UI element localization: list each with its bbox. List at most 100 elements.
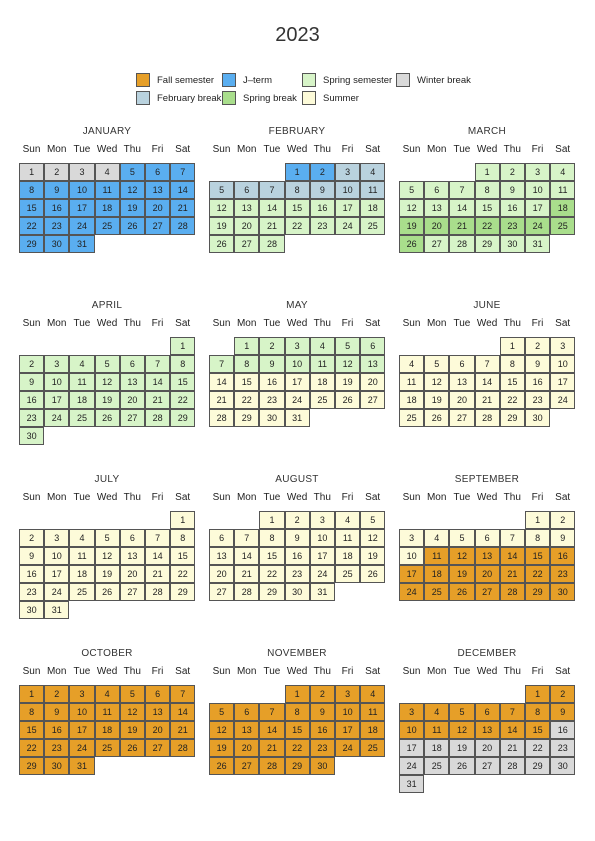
day-cell[interactable]: 25 <box>550 217 576 235</box>
day-cell[interactable]: 29 <box>234 409 260 427</box>
day-cell[interactable]: 30 <box>550 757 576 775</box>
day-cell[interactable]: 2 <box>309 685 335 703</box>
day-cell[interactable]: 25 <box>69 409 95 427</box>
day-cell[interactable]: 13 <box>474 721 500 739</box>
day-cell[interactable]: 3 <box>309 511 335 529</box>
day-cell[interactable]: 24 <box>69 217 95 235</box>
day-cell[interactable]: 14 <box>145 373 171 391</box>
day-cell[interactable]: 12 <box>449 547 475 565</box>
day-cell[interactable]: 24 <box>69 739 95 757</box>
day-cell[interactable]: 26 <box>399 235 425 253</box>
day-cell[interactable]: 11 <box>550 181 576 199</box>
day-cell[interactable]: 19 <box>360 547 386 565</box>
day-cell[interactable]: 5 <box>94 355 120 373</box>
day-cell[interactable]: 2 <box>309 163 335 181</box>
day-cell[interactable]: 3 <box>550 337 576 355</box>
day-cell[interactable]: 8 <box>284 703 310 721</box>
day-cell[interactable]: 11 <box>94 181 120 199</box>
day-cell[interactable]: 29 <box>499 409 525 427</box>
day-cell[interactable]: 6 <box>145 685 171 703</box>
day-cell[interactable]: 20 <box>209 565 235 583</box>
day-cell[interactable]: 9 <box>259 355 285 373</box>
day-cell[interactable]: 5 <box>119 685 145 703</box>
day-cell[interactable]: 30 <box>19 601 45 619</box>
day-cell[interactable]: 5 <box>94 529 120 547</box>
day-cell[interactable]: 19 <box>119 199 145 217</box>
day-cell[interactable]: 20 <box>424 217 450 235</box>
day-cell[interactable]: 8 <box>170 529 196 547</box>
day-cell[interactable]: 11 <box>69 547 95 565</box>
day-cell[interactable]: 22 <box>259 565 285 583</box>
day-cell[interactable]: 15 <box>19 721 45 739</box>
day-cell[interactable]: 13 <box>119 547 145 565</box>
day-cell[interactable]: 26 <box>94 409 120 427</box>
day-cell[interactable]: 3 <box>399 703 425 721</box>
day-cell[interactable]: 9 <box>19 547 45 565</box>
day-cell[interactable]: 5 <box>449 703 475 721</box>
day-cell[interactable]: 6 <box>360 337 386 355</box>
day-cell[interactable]: 4 <box>550 163 576 181</box>
day-cell[interactable]: 15 <box>170 373 196 391</box>
day-cell[interactable]: 17 <box>335 721 361 739</box>
day-cell[interactable]: 10 <box>335 181 361 199</box>
day-cell[interactable]: 10 <box>399 547 425 565</box>
day-cell[interactable]: 17 <box>335 199 361 217</box>
day-cell[interactable]: 5 <box>119 163 145 181</box>
day-cell[interactable]: 2 <box>284 511 310 529</box>
day-cell[interactable]: 22 <box>234 391 260 409</box>
day-cell[interactable]: 9 <box>550 703 576 721</box>
day-cell[interactable]: 26 <box>335 391 361 409</box>
day-cell[interactable]: 26 <box>360 565 386 583</box>
day-cell[interactable]: 2 <box>44 163 70 181</box>
day-cell[interactable]: 25 <box>360 217 386 235</box>
day-cell[interactable]: 11 <box>309 355 335 373</box>
day-cell[interactable]: 9 <box>309 703 335 721</box>
day-cell[interactable]: 29 <box>19 235 45 253</box>
day-cell[interactable]: 20 <box>145 199 171 217</box>
day-cell[interactable]: 24 <box>44 409 70 427</box>
day-cell[interactable]: 31 <box>525 235 551 253</box>
day-cell[interactable]: 5 <box>335 337 361 355</box>
day-cell[interactable]: 10 <box>550 355 576 373</box>
day-cell[interactable]: 6 <box>145 163 171 181</box>
day-cell[interactable]: 15 <box>474 199 500 217</box>
day-cell[interactable]: 3 <box>284 337 310 355</box>
day-cell[interactable]: 31 <box>309 583 335 601</box>
day-cell[interactable]: 13 <box>145 703 171 721</box>
day-cell[interactable]: 28 <box>145 409 171 427</box>
day-cell[interactable]: 24 <box>525 217 551 235</box>
day-cell[interactable]: 9 <box>44 703 70 721</box>
day-cell[interactable]: 28 <box>259 235 285 253</box>
day-cell[interactable]: 29 <box>259 583 285 601</box>
day-cell[interactable]: 17 <box>550 373 576 391</box>
day-cell[interactable]: 19 <box>399 217 425 235</box>
day-cell[interactable]: 12 <box>209 199 235 217</box>
day-cell[interactable]: 18 <box>69 565 95 583</box>
day-cell[interactable]: 20 <box>449 391 475 409</box>
day-cell[interactable]: 18 <box>424 739 450 757</box>
day-cell[interactable]: 18 <box>94 199 120 217</box>
day-cell[interactable]: 25 <box>94 217 120 235</box>
day-cell[interactable]: 9 <box>550 529 576 547</box>
day-cell[interactable]: 2 <box>19 529 45 547</box>
day-cell[interactable]: 29 <box>170 583 196 601</box>
day-cell[interactable]: 14 <box>170 703 196 721</box>
day-cell[interactable]: 13 <box>424 199 450 217</box>
day-cell[interactable]: 1 <box>284 163 310 181</box>
day-cell[interactable]: 6 <box>119 529 145 547</box>
day-cell[interactable]: 23 <box>525 391 551 409</box>
day-cell[interactable]: 18 <box>360 199 386 217</box>
day-cell[interactable]: 14 <box>209 373 235 391</box>
day-cell[interactable]: 21 <box>209 391 235 409</box>
day-cell[interactable]: 16 <box>550 547 576 565</box>
day-cell[interactable]: 4 <box>399 355 425 373</box>
day-cell[interactable]: 22 <box>525 565 551 583</box>
day-cell[interactable]: 12 <box>360 529 386 547</box>
day-cell[interactable]: 2 <box>550 685 576 703</box>
day-cell[interactable]: 7 <box>170 163 196 181</box>
day-cell[interactable]: 28 <box>209 409 235 427</box>
day-cell[interactable]: 26 <box>94 583 120 601</box>
day-cell[interactable]: 4 <box>360 163 386 181</box>
day-cell[interactable]: 30 <box>44 235 70 253</box>
day-cell[interactable]: 21 <box>145 565 171 583</box>
